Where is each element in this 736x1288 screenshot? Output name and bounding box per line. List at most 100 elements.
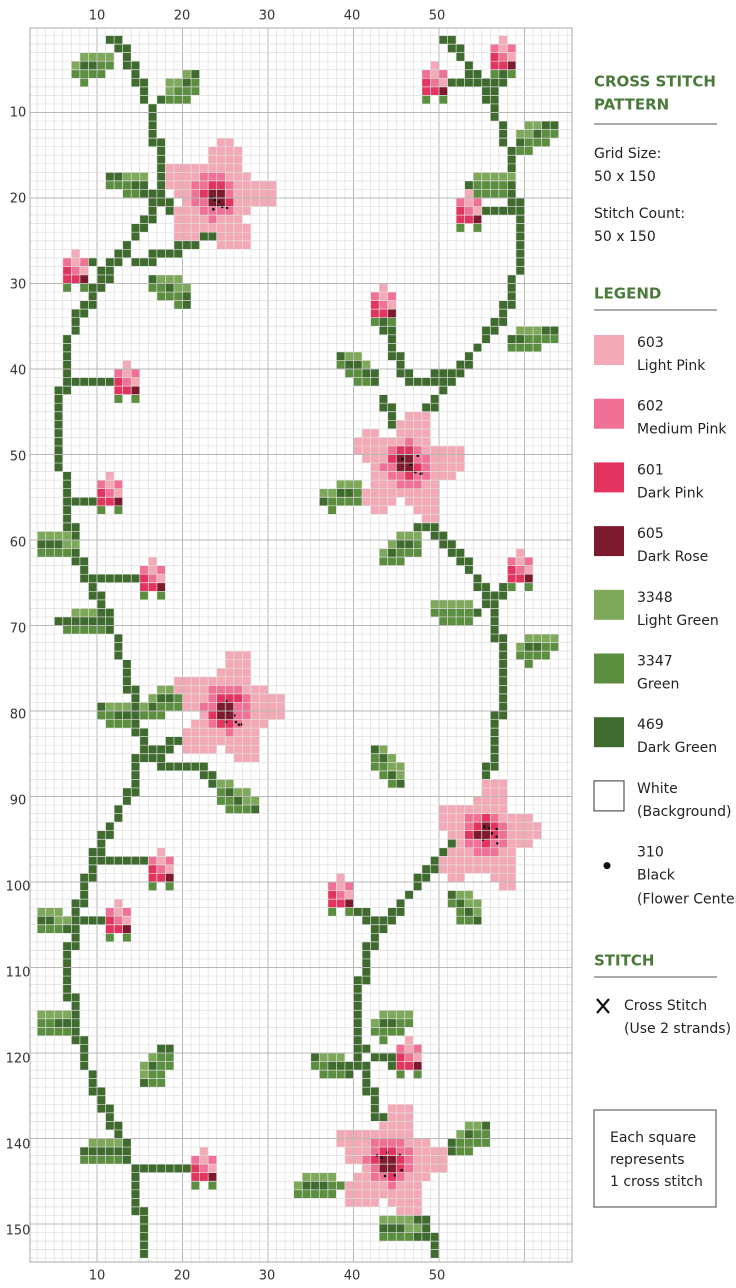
stitch bbox=[481, 206, 491, 216]
stitch bbox=[216, 215, 226, 224]
stitch bbox=[387, 1181, 397, 1190]
stitch bbox=[165, 283, 174, 293]
stitch bbox=[524, 659, 534, 669]
stitch bbox=[139, 1070, 149, 1079]
stitch bbox=[387, 1129, 397, 1139]
stitch bbox=[156, 582, 166, 592]
stitch bbox=[481, 856, 491, 865]
stitch bbox=[233, 796, 243, 806]
stitch bbox=[464, 839, 474, 848]
stitch bbox=[396, 471, 405, 481]
stitch bbox=[344, 1189, 354, 1199]
left-label: 150 bbox=[6, 1224, 31, 1239]
stitch bbox=[344, 351, 354, 361]
stitch bbox=[139, 565, 149, 575]
stitch bbox=[473, 582, 482, 592]
stitch bbox=[404, 480, 414, 489]
stitch bbox=[79, 1155, 89, 1165]
stitch bbox=[199, 198, 209, 207]
stitch bbox=[97, 488, 106, 498]
stitch bbox=[191, 78, 200, 87]
stitch bbox=[250, 711, 260, 720]
stitch bbox=[473, 206, 482, 216]
stitch bbox=[515, 813, 525, 823]
stitch bbox=[88, 574, 97, 583]
stitch bbox=[507, 172, 516, 181]
stitch bbox=[97, 1095, 106, 1105]
panel-title: CROSS STITCH bbox=[594, 73, 716, 91]
stitch bbox=[430, 505, 439, 515]
stitch bbox=[45, 916, 55, 925]
stitch bbox=[88, 1155, 97, 1165]
stitch bbox=[490, 753, 499, 763]
stitch bbox=[515, 839, 525, 848]
stitch bbox=[481, 813, 491, 823]
stitch bbox=[156, 1044, 166, 1053]
stitch bbox=[148, 702, 157, 711]
stitch bbox=[122, 933, 132, 942]
stitch bbox=[370, 1198, 380, 1207]
stitch bbox=[362, 454, 371, 464]
stitch bbox=[233, 223, 243, 233]
stitch bbox=[148, 574, 157, 583]
stitch bbox=[498, 796, 508, 806]
stitch bbox=[71, 616, 80, 626]
stitch bbox=[139, 78, 149, 87]
stitch bbox=[148, 283, 157, 293]
stitch bbox=[413, 1053, 422, 1062]
stitch bbox=[481, 78, 491, 87]
stitch bbox=[481, 1138, 491, 1148]
top-label: 50 bbox=[429, 9, 446, 24]
stitch bbox=[439, 95, 448, 104]
stitch bbox=[421, 69, 431, 79]
stitch bbox=[362, 950, 371, 959]
stitch bbox=[421, 471, 431, 481]
stitch bbox=[464, 1138, 474, 1148]
stitch bbox=[148, 274, 157, 284]
stitch bbox=[439, 805, 448, 814]
left-label: 20 bbox=[10, 192, 27, 207]
stitch bbox=[79, 1061, 89, 1071]
stitch bbox=[481, 864, 491, 874]
stitch bbox=[490, 762, 499, 771]
center-dot bbox=[482, 825, 486, 829]
stitch bbox=[387, 1147, 397, 1156]
stitch bbox=[131, 728, 140, 737]
stitch bbox=[79, 61, 89, 70]
stitch bbox=[362, 1155, 371, 1165]
stitch bbox=[473, 805, 482, 814]
stitch bbox=[379, 300, 388, 310]
bottom-label: 30 bbox=[259, 1269, 276, 1284]
stitch bbox=[54, 907, 63, 917]
stitch bbox=[37, 924, 46, 934]
stitch bbox=[208, 702, 217, 711]
stitch bbox=[387, 1112, 397, 1122]
stitch bbox=[182, 676, 192, 686]
stitch bbox=[447, 1138, 457, 1148]
stitch bbox=[97, 1104, 106, 1113]
stitch bbox=[387, 1121, 397, 1130]
stitch bbox=[45, 924, 55, 934]
stitch bbox=[456, 1138, 465, 1148]
stitch bbox=[404, 1129, 414, 1139]
stitch bbox=[464, 830, 474, 840]
stitch bbox=[541, 326, 551, 335]
stitch bbox=[88, 616, 97, 626]
stitch bbox=[353, 1053, 363, 1062]
stitch bbox=[379, 770, 388, 780]
stitch bbox=[481, 787, 491, 797]
stitch bbox=[515, 249, 525, 258]
stitch bbox=[362, 907, 371, 917]
stitch bbox=[473, 856, 482, 865]
stitch bbox=[498, 582, 508, 592]
stitch bbox=[515, 822, 525, 831]
stitch bbox=[37, 907, 46, 917]
stitch bbox=[498, 651, 508, 660]
stitch bbox=[173, 736, 183, 746]
stitch bbox=[233, 805, 243, 814]
stitch bbox=[464, 813, 474, 823]
stitch bbox=[379, 317, 388, 327]
stitch bbox=[242, 676, 251, 686]
stitch bbox=[114, 1155, 123, 1165]
stitch bbox=[353, 1189, 363, 1199]
